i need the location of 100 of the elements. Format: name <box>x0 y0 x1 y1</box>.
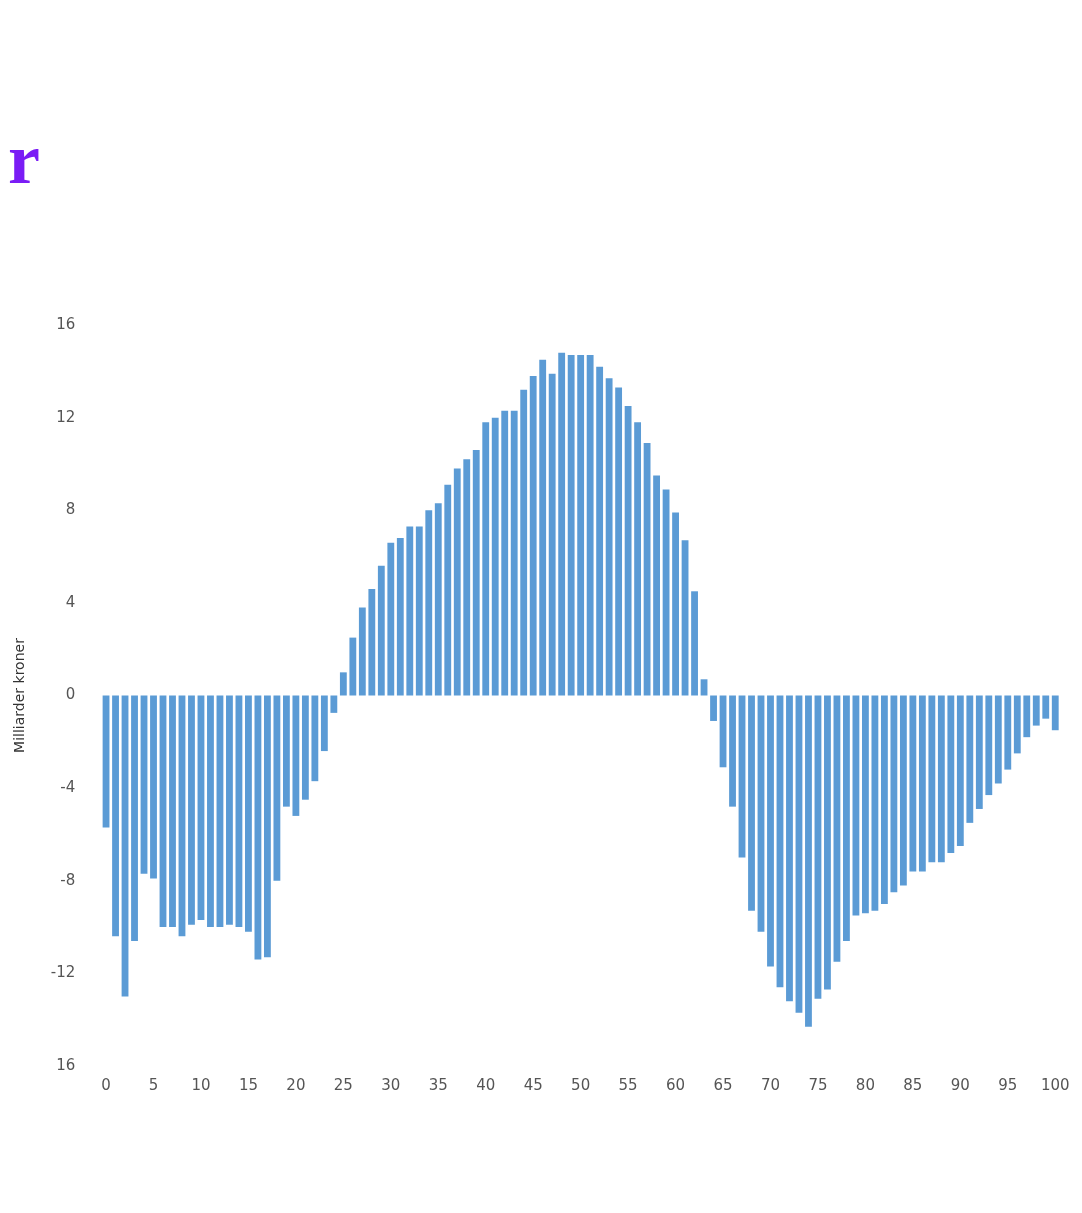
bar <box>947 695 955 853</box>
bar <box>596 366 604 696</box>
bar <box>169 695 176 928</box>
y-tick-label: 4 <box>65 592 76 611</box>
x-tick-label: 85 <box>903 1075 923 1094</box>
bar <box>330 695 338 713</box>
x-tick-label: 0 <box>101 1075 111 1094</box>
bar <box>975 695 983 809</box>
bar <box>1004 695 1012 770</box>
bar <box>672 512 679 696</box>
bar <box>862 695 869 914</box>
bar <box>491 417 499 696</box>
bar <box>358 607 366 696</box>
x-tick-label: 30 <box>381 1075 401 1094</box>
y-tick-label: -4 <box>60 778 76 797</box>
bar <box>729 695 736 807</box>
bar <box>112 695 119 937</box>
x-tick-label: 50 <box>571 1075 591 1094</box>
bar <box>909 695 917 872</box>
bar <box>615 387 623 696</box>
x-tick-label: 20 <box>286 1075 306 1094</box>
bar <box>985 695 993 796</box>
bar <box>349 637 357 696</box>
y-tick-label: 0 <box>65 685 76 704</box>
bar <box>634 422 642 696</box>
chart-title: r <box>8 118 40 201</box>
bar <box>425 510 433 696</box>
bar <box>406 526 414 696</box>
bar <box>899 695 907 886</box>
bar <box>273 695 281 881</box>
bar <box>387 542 395 696</box>
bar <box>558 352 566 696</box>
y-tick-label: 16 <box>56 1055 76 1074</box>
bar <box>188 695 195 925</box>
bar <box>956 695 964 847</box>
bar <box>1013 695 1021 754</box>
y-tick-label: 8 <box>65 500 76 519</box>
bar <box>510 410 518 696</box>
bar <box>624 406 632 696</box>
bar <box>482 422 490 696</box>
y-tick-label: -8 <box>60 870 76 889</box>
x-tick-label: 15 <box>238 1075 258 1094</box>
bar <box>150 695 157 879</box>
bar <box>994 695 1002 784</box>
x-tick-label: 10 <box>191 1075 211 1094</box>
bar <box>501 410 509 696</box>
x-tick-label: 45 <box>523 1075 543 1094</box>
bar <box>472 450 480 696</box>
x-tick-label: 100 <box>1040 1075 1070 1094</box>
bar <box>444 484 452 696</box>
bar <box>434 503 442 696</box>
x-tick-label: 55 <box>618 1075 638 1094</box>
y-axis-title: Milliarder kroner <box>11 637 28 753</box>
x-tick-label: 25 <box>333 1075 353 1094</box>
bar <box>805 695 812 1027</box>
bar <box>605 378 613 696</box>
bar <box>453 468 461 696</box>
x-tick-label: 35 <box>428 1075 448 1094</box>
y-tick-label: 12 <box>56 407 76 426</box>
x-tick-label: 95 <box>998 1075 1018 1094</box>
bar <box>301 695 309 800</box>
bar <box>226 695 233 925</box>
x-tick-label: 60 <box>666 1075 686 1094</box>
bar <box>871 695 879 911</box>
bar <box>966 695 974 823</box>
bar <box>263 695 271 958</box>
bar <box>786 695 793 1002</box>
bar <box>843 695 850 941</box>
bar <box>1032 695 1040 726</box>
x-tick-label: 5 <box>148 1075 159 1094</box>
bar <box>567 355 575 696</box>
bar <box>890 695 898 893</box>
bar <box>767 695 774 967</box>
bar <box>577 355 585 696</box>
x-tick-label: 70 <box>760 1075 781 1094</box>
y-tick-label: 16 <box>56 314 76 333</box>
bar <box>377 565 385 696</box>
bar <box>548 373 556 696</box>
y-tick-label: -12 <box>50 963 76 982</box>
bar <box>311 695 319 782</box>
bar <box>880 695 888 904</box>
bar <box>586 355 594 696</box>
bar <box>710 695 717 721</box>
x-tick-label: 65 <box>713 1075 733 1094</box>
bar <box>1051 695 1059 731</box>
bar <box>691 591 698 696</box>
bar <box>520 389 528 696</box>
bar <box>928 695 936 863</box>
bar <box>415 526 423 696</box>
bar <box>748 695 755 911</box>
bar <box>529 375 537 696</box>
bar <box>463 459 471 696</box>
bar <box>700 679 708 696</box>
bar <box>245 695 252 932</box>
bar <box>918 695 926 872</box>
bar <box>1042 695 1050 719</box>
bar <box>824 695 831 990</box>
bar <box>320 695 328 752</box>
x-tick-label: 75 <box>808 1075 828 1094</box>
bar <box>282 695 290 807</box>
